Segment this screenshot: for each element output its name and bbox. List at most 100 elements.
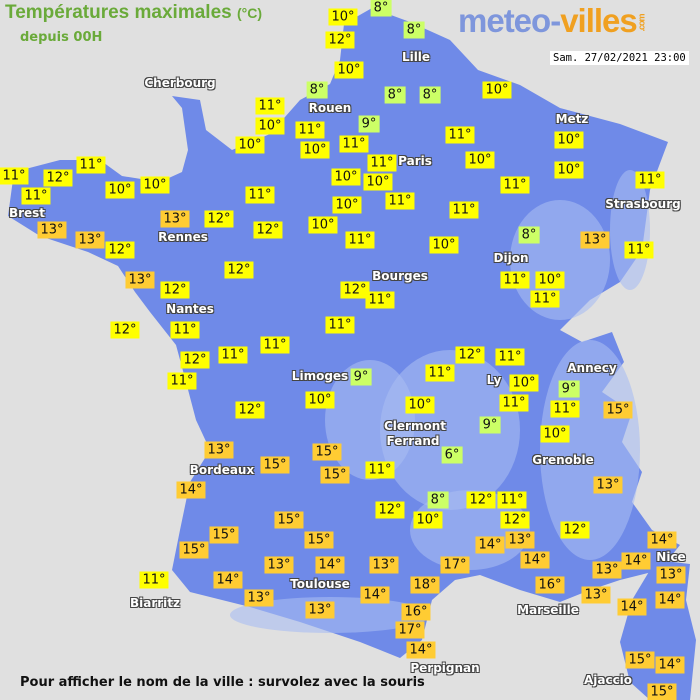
temperature-label[interactable]: 10°	[235, 136, 265, 154]
temperature-label[interactable]: 10°	[540, 425, 570, 443]
temperature-label[interactable]: 8°	[427, 491, 449, 509]
temperature-label[interactable]: 14°	[360, 586, 390, 604]
temperature-label[interactable]: 12°	[340, 281, 370, 299]
temperature-label[interactable]: 11°	[295, 121, 325, 139]
temperature-label[interactable]: 10°	[363, 173, 393, 191]
temperature-label[interactable]: 11°	[365, 461, 395, 479]
temperature-label[interactable]: 14°	[621, 552, 651, 570]
temperature-label[interactable]: 10°	[482, 81, 512, 99]
temperature-label[interactable]: 15°	[647, 683, 677, 700]
temperature-label[interactable]: 11°	[500, 176, 530, 194]
temperature-label[interactable]: 12°	[235, 401, 265, 419]
temperature-label[interactable]: 11°	[76, 156, 106, 174]
temperature-label[interactable]: 15°	[625, 651, 655, 669]
temperature-label[interactable]: 13°	[592, 561, 622, 579]
temperature-label[interactable]: 12°	[224, 261, 254, 279]
temperature-label[interactable]: 10°	[535, 271, 565, 289]
temperature-label[interactable]: 12°	[560, 521, 590, 539]
temperature-label[interactable]: 16°	[401, 603, 431, 621]
temperature-label[interactable]: 11°	[530, 290, 560, 308]
temperature-label[interactable]: 10°	[413, 511, 443, 529]
temperature-label[interactable]: 14°	[406, 641, 436, 659]
temperature-label[interactable]: 13°	[581, 586, 611, 604]
temperature-label[interactable]: 12°	[105, 241, 135, 259]
temperature-label[interactable]: 9°	[479, 416, 501, 434]
temperature-label[interactable]: 10°	[509, 374, 539, 392]
temperature-label[interactable]: 11°	[170, 321, 200, 339]
temperature-label[interactable]: 11°	[499, 394, 529, 412]
temperature-label[interactable]: 10°	[328, 8, 358, 26]
temperature-label[interactable]: 10°	[332, 196, 362, 214]
temperature-label[interactable]: 12°	[253, 221, 283, 239]
temperature-label[interactable]: 12°	[500, 511, 530, 529]
temperature-label[interactable]: 12°	[204, 210, 234, 228]
temperature-label[interactable]: 10°	[105, 181, 135, 199]
temperature-label[interactable]: 14°	[176, 481, 206, 499]
temperature-label[interactable]: 12°	[160, 281, 190, 299]
temperature-label[interactable]: 13°	[593, 476, 623, 494]
temperature-label[interactable]: 15°	[312, 443, 342, 461]
temperature-label[interactable]: 11°	[139, 571, 169, 589]
temperature-label[interactable]: 14°	[213, 571, 243, 589]
temperature-label[interactable]: 10°	[554, 161, 584, 179]
temperature-label[interactable]: 9°	[358, 115, 380, 133]
temperature-label[interactable]: 10°	[255, 117, 285, 135]
temperature-label[interactable]: 14°	[655, 591, 685, 609]
temperature-label[interactable]: 12°	[455, 346, 485, 364]
temperature-label[interactable]: 11°	[497, 491, 527, 509]
temperature-label[interactable]: 13°	[656, 566, 686, 584]
temperature-label[interactable]: 10°	[331, 168, 361, 186]
temperature-label[interactable]: 11°	[624, 241, 654, 259]
temperature-label[interactable]: 11°	[21, 187, 51, 205]
temperature-label[interactable]: 11°	[167, 372, 197, 390]
temperature-label[interactable]: 11°	[495, 348, 525, 366]
temperature-label[interactable]: 11°	[425, 364, 455, 382]
temperature-label[interactable]: 11°	[445, 126, 475, 144]
temperature-label[interactable]: 17°	[440, 556, 470, 574]
temperature-label[interactable]: 14°	[617, 598, 647, 616]
temperature-label[interactable]: 11°	[345, 231, 375, 249]
temperature-label[interactable]: 12°	[43, 169, 73, 187]
temperature-label[interactable]: 13°	[160, 210, 190, 228]
temperature-label[interactable]: 10°	[300, 141, 330, 159]
temperature-label[interactable]: 12°	[466, 491, 496, 509]
temperature-label[interactable]: 10°	[405, 396, 435, 414]
temperature-label[interactable]: 8°	[419, 86, 441, 104]
temperature-label[interactable]: 11°	[449, 201, 479, 219]
temperature-label[interactable]: 12°	[375, 501, 405, 519]
temperature-label[interactable]: 8°	[403, 21, 425, 39]
temperature-label[interactable]: 10°	[554, 131, 584, 149]
temperature-label[interactable]: 9°	[350, 368, 372, 386]
temperature-label[interactable]: 11°	[325, 316, 355, 334]
temperature-label[interactable]: 14°	[655, 656, 685, 674]
temperature-label[interactable]: 18°	[410, 576, 440, 594]
temperature-label[interactable]: 10°	[465, 151, 495, 169]
temperature-label[interactable]: 15°	[320, 466, 350, 484]
temperature-label[interactable]: 11°	[365, 291, 395, 309]
temperature-label[interactable]: 14°	[647, 531, 677, 549]
temperature-label[interactable]: 13°	[369, 556, 399, 574]
temperature-label[interactable]: 10°	[308, 216, 338, 234]
temperature-label[interactable]: 13°	[264, 556, 294, 574]
temperature-label[interactable]: 8°	[306, 81, 328, 99]
temperature-label[interactable]: 14°	[520, 551, 550, 569]
temperature-label[interactable]: 15°	[304, 531, 334, 549]
temperature-label[interactable]: 9°	[558, 380, 580, 398]
temperature-label[interactable]: 8°	[518, 226, 540, 244]
temperature-label[interactable]: 11°	[635, 171, 665, 189]
temperature-label[interactable]: 13°	[125, 271, 155, 289]
temperature-label[interactable]: 15°	[209, 526, 239, 544]
temperature-label[interactable]: 11°	[255, 97, 285, 115]
temperature-label[interactable]: 11°	[385, 192, 415, 210]
temperature-label[interactable]: 10°	[334, 61, 364, 79]
temperature-label[interactable]: 17°	[395, 621, 425, 639]
temperature-label[interactable]: 11°	[339, 135, 369, 153]
temperature-label[interactable]: 10°	[305, 391, 335, 409]
temperature-label[interactable]: 14°	[475, 536, 505, 554]
temperature-label[interactable]: 13°	[305, 601, 335, 619]
temperature-label[interactable]: 15°	[603, 401, 633, 419]
temperature-label[interactable]: 15°	[179, 541, 209, 559]
temperature-label[interactable]: 11°	[550, 400, 580, 418]
temperature-label[interactable]: 15°	[274, 511, 304, 529]
temperature-label[interactable]: 12°	[180, 351, 210, 369]
